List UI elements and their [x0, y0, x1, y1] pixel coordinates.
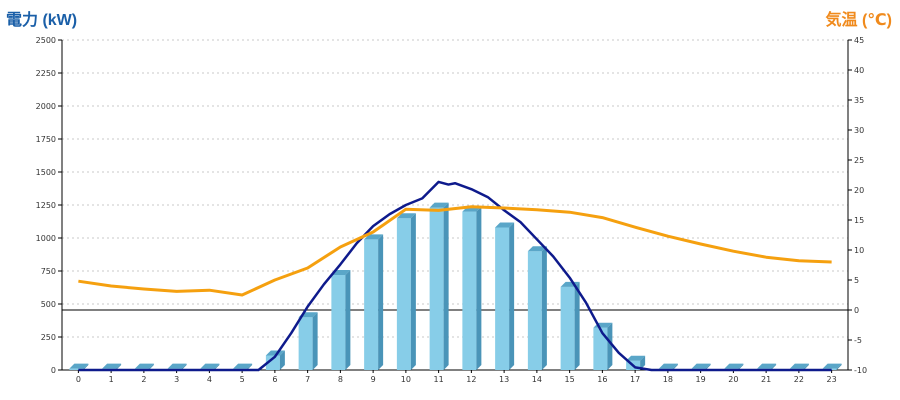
x-tick-label: 14: [532, 375, 542, 384]
bar: [429, 202, 449, 370]
right-tick-label: -10: [854, 366, 867, 375]
right-tick-label: 0: [854, 306, 859, 315]
temperature-line: [78, 205, 832, 297]
right-tick-label: 40: [854, 66, 864, 75]
left-axis-label: 電力 (kW): [6, 12, 78, 29]
x-tick-label: 9: [371, 375, 376, 384]
left-tick-label: 1250: [36, 201, 56, 210]
bar: [560, 281, 580, 370]
bar: [364, 234, 384, 370]
bar: [331, 269, 351, 370]
bar: [593, 322, 613, 370]
right-tick-label: 35: [854, 96, 864, 105]
right-tick-label: 10: [854, 246, 864, 255]
x-tick-label: 2: [141, 375, 146, 384]
x-tick-label: 10: [401, 375, 411, 384]
bar: [265, 350, 285, 370]
bar: [298, 312, 318, 370]
x-tick-label: 8: [338, 375, 343, 384]
right-tick-label: 30: [854, 126, 864, 135]
right-tick-label: -5: [854, 336, 862, 345]
left-tick-label: 1750: [36, 135, 56, 144]
x-tick-label: 1: [109, 375, 114, 384]
left-tick-label: 500: [41, 300, 56, 309]
left-tick-label: 0: [51, 366, 56, 375]
x-tick-label: 7: [305, 375, 310, 384]
x-tick-label: 19: [696, 375, 706, 384]
left-tick-label: 1000: [36, 234, 56, 243]
bar: [527, 246, 547, 370]
right-tick-label: 25: [854, 156, 864, 165]
right-tick-label: 15: [854, 216, 864, 225]
bar: [462, 206, 482, 370]
x-tick-label: 23: [827, 375, 837, 384]
x-tick-label: 21: [761, 375, 771, 384]
x-tick-label: 15: [565, 375, 575, 384]
x-tick-label: 13: [499, 375, 509, 384]
right-tick-label: 5: [854, 276, 859, 285]
x-tick-label: 12: [466, 375, 476, 384]
x-tick-label: 16: [597, 375, 607, 384]
x-tick-label: 6: [272, 375, 277, 384]
left-tick-label: 2250: [36, 69, 56, 78]
left-tick-label: 1500: [36, 168, 56, 177]
left-tick-label: 2000: [36, 102, 56, 111]
x-tick-label: 17: [630, 375, 640, 384]
bar: [396, 213, 416, 370]
left-tick-label: 250: [41, 333, 56, 342]
left-tick-label: 750: [41, 267, 56, 276]
left-tick-label: 2500: [36, 36, 56, 45]
x-tick-label: 3: [174, 375, 179, 384]
power-line: [78, 180, 832, 372]
bar: [495, 222, 515, 370]
right-axis-label: 気温 (℃): [825, 12, 892, 29]
x-tick-label: 0: [76, 375, 81, 384]
bar: [69, 363, 89, 370]
right-tick-label: 45: [854, 36, 864, 45]
x-tick-label: 5: [240, 375, 245, 384]
x-tick-label: 18: [663, 375, 673, 384]
right-tick-label: 20: [854, 186, 864, 195]
x-tick-label: 11: [434, 375, 444, 384]
x-tick-label: 20: [728, 375, 738, 384]
x-tick-label: 22: [794, 375, 804, 384]
x-tick-label: 4: [207, 375, 212, 384]
